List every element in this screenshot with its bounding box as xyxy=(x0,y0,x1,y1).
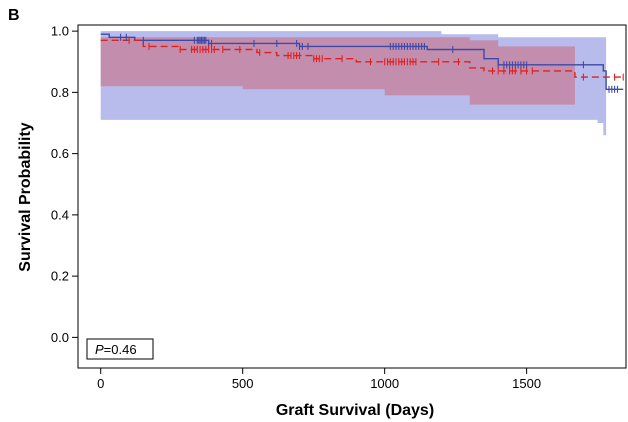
plot-frame xyxy=(77,24,627,369)
x-tick-label: 1500 xyxy=(512,376,541,391)
y-tick-label: 0.0 xyxy=(51,330,69,345)
panel-label: B xyxy=(8,7,20,24)
survival-curves xyxy=(100,33,624,91)
x-tick-label: 500 xyxy=(232,376,254,391)
censor-marks xyxy=(120,33,624,93)
p-value-text: =0.46 xyxy=(104,342,137,357)
p-value-label: P=0.46 xyxy=(95,342,137,357)
survival-curve-1 xyxy=(100,33,624,91)
y-tick-label: 0.8 xyxy=(51,85,69,100)
y-axis: 0.0 0.2 0.4 0.6 0.8 1.0 xyxy=(51,24,78,345)
y-axis-title: Survival Probability xyxy=(17,122,34,271)
confidence-band-2 xyxy=(100,37,575,105)
x-axis-title: Graft Survival (Days) xyxy=(276,402,434,419)
p-value-symbol: P xyxy=(95,342,104,357)
y-tick-label: 0.6 xyxy=(51,146,69,161)
y-tick-label: 0.2 xyxy=(51,269,69,284)
y-tick-label: 1.0 xyxy=(51,24,69,39)
y-tick-label: 0.4 xyxy=(51,207,69,222)
survival-curve-2 xyxy=(100,39,624,78)
x-tick-label: 0 xyxy=(97,376,104,391)
confidence-bands xyxy=(100,31,607,136)
p-value-box: P=0.46 xyxy=(86,338,154,360)
p-value-frame xyxy=(86,338,154,360)
x-axis: 0 500 1000 1500 xyxy=(97,368,541,391)
x-tick-label: 1000 xyxy=(370,376,399,391)
